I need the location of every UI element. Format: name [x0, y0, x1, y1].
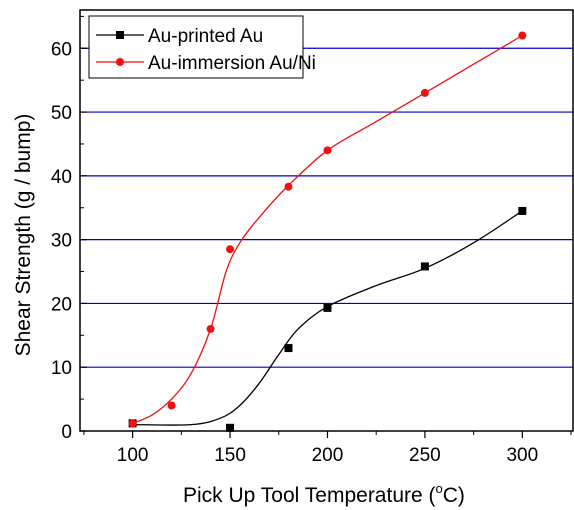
x-tick-label-200: 200: [312, 445, 344, 466]
series-0-point: [284, 344, 293, 353]
series-0-fit-line: [132, 210, 523, 426]
x-tick-label-300: 300: [506, 445, 538, 466]
series-1-point: [420, 88, 429, 97]
legend-box: [88, 15, 304, 79]
series-0: [128, 206, 527, 432]
series-0-point: [323, 303, 332, 312]
legend: Au-printed Au Au-immersion Au/Ni: [88, 15, 316, 79]
y-tick-label-0: 0: [61, 422, 72, 443]
legend-entry-au-printed: Au-printed Au: [96, 26, 263, 47]
y-axis-title: Shear Strength (g / bump): [12, 114, 35, 357]
series-1-point: [167, 401, 176, 410]
legend-label-au-printed: Au-printed Au: [148, 26, 263, 47]
x-tick-label-100: 100: [117, 445, 149, 466]
series-1-point: [284, 182, 293, 191]
grid-lines: [80, 47, 573, 368]
series-1-point: [128, 419, 137, 428]
y-tick-label-30: 30: [51, 231, 72, 252]
x-axis-title-unit: C): [443, 484, 465, 507]
x-axis: 100 150 200 250 300: [83, 431, 572, 466]
series-1-point: [323, 146, 332, 155]
y-tick-label-10: 10: [51, 358, 72, 379]
x-axis-title: Pick Up Tool Temperature (oC): [183, 481, 465, 507]
series-0-point: [226, 423, 235, 432]
y-tick-label-60: 60: [51, 39, 72, 60]
series-0-point: [518, 206, 527, 215]
series-1-point: [518, 31, 527, 40]
legend-entry-au-immersion: Au-immersion Au/Ni: [96, 53, 316, 74]
series-0-point: [420, 262, 429, 271]
legend-marker-au-immersion: [116, 58, 124, 66]
x-axis-title-degree: o: [436, 481, 443, 496]
series-1-fit-line: [132, 34, 523, 424]
y-tick-label-20: 20: [51, 294, 72, 315]
series-1-point: [226, 245, 235, 254]
y-tick-label-40: 40: [51, 167, 72, 188]
x-tick-label-150: 150: [214, 445, 246, 466]
plot-area-frame: [79, 9, 574, 432]
legend-marker-au-printed: [116, 31, 124, 39]
series-layer: [128, 31, 527, 432]
y-axis: 0 10 20 30 40 50 60: [51, 15, 87, 443]
x-tick-label-250: 250: [409, 445, 441, 466]
y-tick-label-50: 50: [51, 103, 72, 124]
series-1: [128, 31, 527, 428]
series-1-point: [206, 324, 215, 333]
legend-label-au-immersion: Au-immersion Au/Ni: [148, 53, 316, 74]
x-axis-title-text: Pick Up Tool Temperature (: [183, 484, 436, 507]
